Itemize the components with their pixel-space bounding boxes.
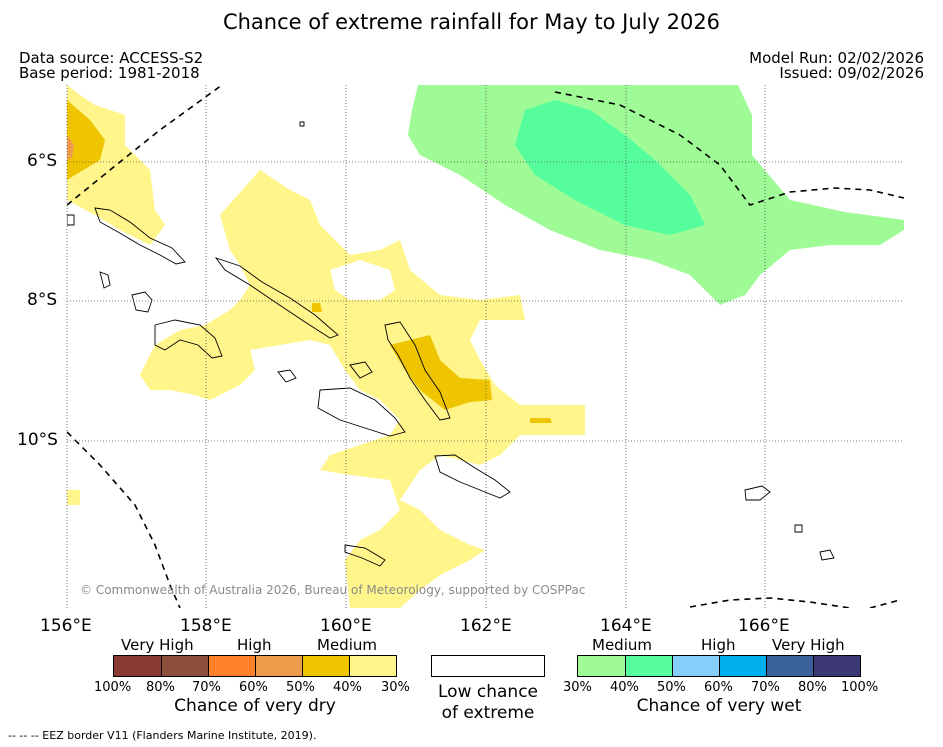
lon-tick-label: 166°E xyxy=(738,616,790,636)
dry-swatch xyxy=(114,656,161,676)
dry-high-region-nw xyxy=(67,135,74,160)
dry-legend-tick: 30% xyxy=(381,680,410,695)
wet-swatch xyxy=(578,656,625,676)
island-outlines xyxy=(67,121,835,567)
wet-legend-tick: 100% xyxy=(841,680,879,695)
dry-legend-tick: 100% xyxy=(94,680,132,695)
dry-legend-tick: 60% xyxy=(239,680,268,695)
neutral-legend-caption: of extreme xyxy=(441,703,535,723)
lat-tick-label: 8°S xyxy=(27,290,58,310)
model-run: Model Run: 02/02/2026 xyxy=(749,49,924,67)
wet-swatch xyxy=(719,656,766,676)
dry-low-spot xyxy=(312,303,322,312)
dry-legend-tick: 80% xyxy=(146,680,175,695)
eez-borders xyxy=(67,85,904,608)
dry-low-region-nw xyxy=(67,100,105,180)
issued-date: Issued: 09/02/2026 xyxy=(779,64,924,82)
data-source: Data source: ACCESS-S2 xyxy=(19,49,204,67)
wet-legend-tick: 30% xyxy=(563,680,592,695)
wet-legend-tick: 70% xyxy=(751,680,780,695)
lon-tick-label: 162°E xyxy=(460,616,512,636)
dry-medium-region-central xyxy=(140,170,585,608)
wet-legend-tick: 60% xyxy=(704,680,733,695)
dry-swatch xyxy=(161,656,208,676)
wet-legend-tick: 50% xyxy=(657,680,686,695)
wet-swatch xyxy=(625,656,672,676)
lon-tick-label: 164°E xyxy=(600,616,652,636)
dry-swatch xyxy=(255,656,302,676)
dry-legend-header: High xyxy=(237,636,272,654)
dry-legend-caption: Chance of very dry xyxy=(174,696,336,716)
lon-tick-label: 160°E xyxy=(320,616,372,636)
wet-legend-header: Very High xyxy=(772,636,845,654)
dry-legend-header: Medium xyxy=(317,636,377,654)
dry-legend-tick: 40% xyxy=(333,680,362,695)
wet-legend-caption: Chance of very wet xyxy=(636,696,802,716)
wet-legend-tick: 40% xyxy=(610,680,639,695)
copyright-notice: © Commonwealth of Australia 2026, Bureau… xyxy=(80,583,586,597)
base-period: Base period: 1981-2018 xyxy=(19,64,200,82)
lat-tick-label: 6°S xyxy=(27,151,58,171)
neutral-legend-caption: Low chance xyxy=(438,682,538,702)
wet-legend-header: Medium xyxy=(592,636,652,654)
lat-tick-label: 10°S xyxy=(17,430,58,450)
wet-swatch xyxy=(766,656,813,676)
dry-legend-tick: 50% xyxy=(286,680,315,695)
dry-swatch xyxy=(349,656,396,676)
dry-colorbar xyxy=(113,655,397,677)
dry-swatch xyxy=(302,656,349,676)
lon-tick-label: 156°E xyxy=(40,616,92,636)
lon-tick-label: 158°E xyxy=(180,616,232,636)
wet-legend-tick: 80% xyxy=(798,680,827,695)
map-gridlines xyxy=(67,85,904,608)
dry-legend-tick: 70% xyxy=(192,680,221,695)
neutral-colorbar xyxy=(431,655,545,677)
dry-low-spot-2 xyxy=(530,418,552,423)
wet-high-region xyxy=(515,100,705,235)
wet-colorbar xyxy=(577,655,861,677)
dry-low-region-central xyxy=(390,335,492,410)
wet-swatch xyxy=(813,656,860,676)
map-title: Chance of extreme rainfall for May to Ju… xyxy=(222,10,721,34)
dry-legend-header: Very High xyxy=(121,636,194,654)
eez-footnote: -- -- -- EEZ border V11 (Flanders Marine… xyxy=(8,729,317,742)
dry-medium-patch-sw xyxy=(67,490,80,505)
dry-swatch xyxy=(208,656,255,676)
wet-legend-header: High xyxy=(701,636,736,654)
wet-swatch xyxy=(672,656,719,676)
